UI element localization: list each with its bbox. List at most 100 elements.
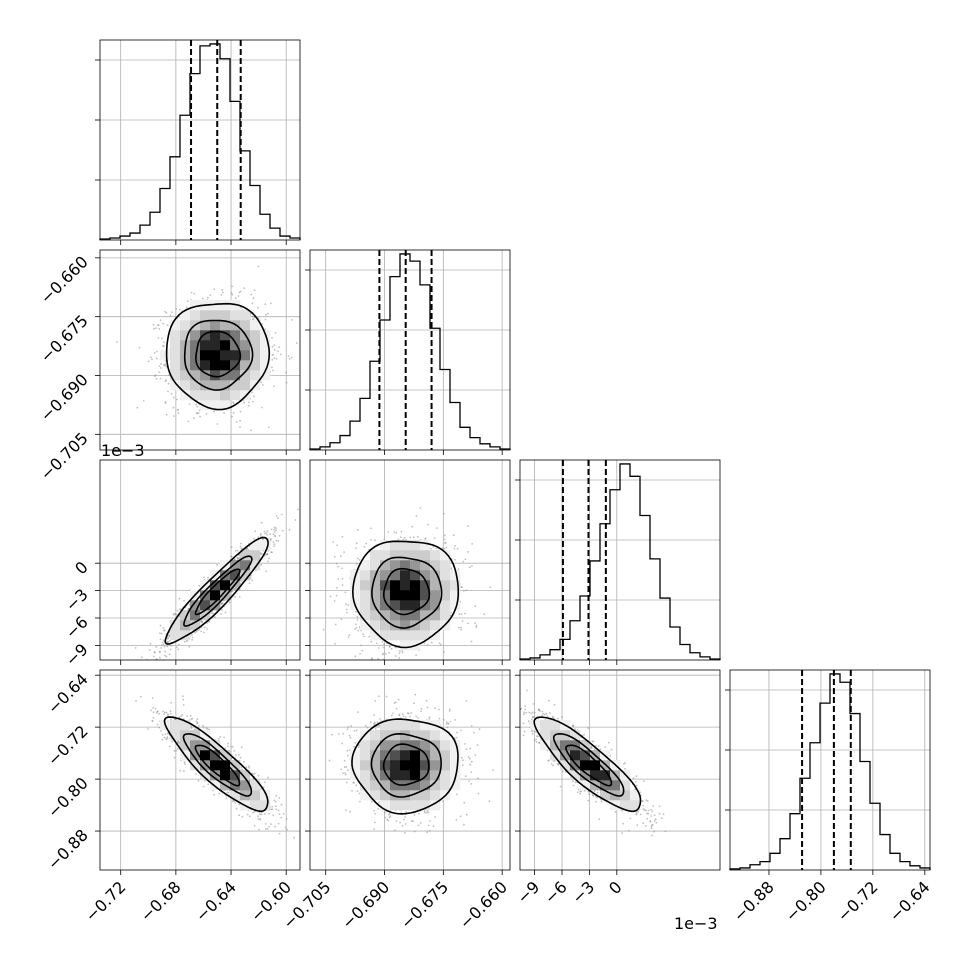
density-cell (400, 570, 411, 581)
scatter-point (393, 829, 396, 832)
scatter-point (354, 610, 357, 613)
scatter-point (647, 812, 650, 815)
density-cell (580, 780, 591, 791)
scatter-point (151, 697, 154, 699)
density-cell (420, 620, 431, 631)
scatter-point (597, 745, 600, 747)
scatter-point (651, 810, 654, 813)
density-cell (220, 580, 231, 591)
density-cell (240, 350, 251, 361)
density-cell (220, 750, 231, 761)
scatter-point (532, 703, 535, 705)
scatter-point (454, 545, 456, 547)
density-cell (410, 570, 421, 581)
scatter-point (166, 737, 169, 740)
x-tick-label: −0.675 (397, 877, 452, 932)
scatter-point (135, 700, 137, 702)
density-cell (390, 720, 401, 731)
density-cell (560, 740, 571, 751)
scatter-point (384, 812, 386, 814)
scatter-point (469, 566, 471, 569)
scatter-point (450, 611, 452, 614)
scatter-point (376, 721, 379, 724)
density-cell (410, 600, 421, 611)
density-cell (210, 750, 221, 761)
scatter-point (658, 812, 661, 815)
scatter-point (178, 597, 181, 600)
density-cell (440, 740, 451, 751)
density-cell (230, 560, 241, 571)
density-cell (410, 780, 421, 791)
scatter-point (177, 648, 180, 651)
scatter-point (402, 538, 405, 541)
density-cell (400, 630, 411, 641)
scatter-point (203, 576, 205, 579)
panel-3-0 (99, 669, 301, 871)
scatter-point (646, 800, 649, 802)
scatter-point (488, 800, 491, 803)
scatter-point (203, 626, 206, 629)
panel-3-1 (309, 669, 511, 871)
contour-level-2 (195, 330, 242, 378)
density-cell (190, 760, 201, 771)
scatter-point (390, 714, 393, 717)
density-cell (450, 570, 461, 581)
scatter-point (277, 350, 280, 353)
density-cell (360, 600, 371, 611)
panel-2-1 (309, 459, 511, 668)
scatter-point (516, 708, 518, 710)
density-cell (210, 780, 221, 791)
scatter-point (165, 365, 168, 368)
scatter-point (426, 706, 429, 709)
scatter-point (469, 763, 472, 766)
scatter-point (535, 738, 537, 741)
scatter-point (556, 762, 559, 765)
scatter-point (344, 772, 346, 774)
scatter-point (427, 523, 429, 526)
panel-content (100, 670, 300, 870)
density-cell (450, 580, 461, 591)
scatter-point (426, 643, 429, 646)
density-cell (370, 760, 381, 771)
density-cell (240, 770, 251, 781)
scatter-point (155, 327, 157, 329)
scatter-point (535, 731, 537, 733)
scatter-point (274, 331, 277, 334)
density-cell (430, 750, 441, 761)
density-cell (380, 570, 391, 581)
scatter-point (193, 292, 196, 295)
scatter-point (428, 716, 431, 719)
scatter-point (511, 705, 513, 707)
scatter-point (345, 765, 348, 768)
density-cell (200, 740, 211, 751)
scatter-point (232, 402, 235, 405)
scatter-point (188, 645, 191, 648)
scatter-point (454, 558, 456, 561)
density-cell (190, 380, 201, 391)
density-cell (410, 550, 421, 561)
density-cell (370, 550, 381, 561)
scatter-point (231, 745, 234, 748)
scatter-point (359, 800, 361, 803)
density-cell (560, 750, 571, 761)
density-cell (180, 310, 191, 321)
scatter-point (407, 712, 410, 715)
density-cell (370, 560, 381, 571)
scatter-point (462, 759, 464, 762)
scatter-point (253, 289, 256, 292)
scatter-point (329, 595, 332, 598)
scatter-point (579, 792, 582, 795)
scatter-point (164, 733, 167, 735)
scatter-point (522, 722, 525, 725)
scatter-point (196, 721, 199, 724)
scatter-point (152, 716, 155, 719)
scatter-point (259, 813, 261, 816)
scatter-point (401, 666, 403, 668)
scatter-point (254, 772, 256, 775)
density-cell (230, 340, 241, 351)
scatter-point (468, 780, 470, 782)
scatter-point (400, 530, 403, 533)
scatter-point (206, 628, 209, 630)
scatter-point (239, 419, 242, 422)
density-cell (250, 780, 261, 791)
